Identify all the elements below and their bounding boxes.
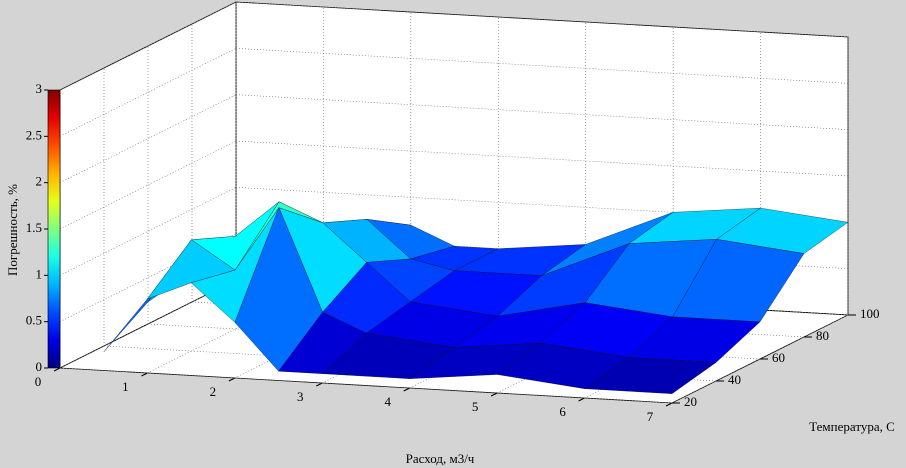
x-tick — [403, 387, 410, 392]
z-tick-label: 0.5 — [26, 313, 42, 328]
x-axis-label: Расход, м3/ч — [406, 451, 475, 466]
x-tick — [316, 382, 323, 387]
labels: Расход, м3/ч Температура, С Погрешность,… — [5, 81, 895, 466]
y-tick-label: 80 — [816, 328, 829, 343]
x-tick-label: 1 — [122, 379, 129, 394]
z-tick-label: 1.5 — [26, 220, 42, 235]
x-tick — [490, 392, 498, 397]
y-tick-label: 100 — [860, 306, 880, 321]
z-tick-label: 0 — [36, 359, 43, 374]
x-tick — [141, 372, 148, 377]
x-tick-label: 2 — [210, 384, 217, 399]
x-tick-label: 3 — [297, 389, 304, 404]
x-tick-label: 4 — [384, 394, 391, 409]
x-tick-label: 5 — [472, 399, 479, 414]
grid-line — [235, 94, 849, 130]
x-tick-label: 7 — [647, 409, 654, 424]
z-axis-label: Погрешность, % — [5, 184, 20, 276]
z-tick-label: 2 — [36, 174, 43, 189]
surface-patch — [583, 357, 717, 394]
grid-line — [235, 140, 849, 177]
x-tick — [228, 377, 236, 382]
y-axis-label: Температура, С — [809, 419, 895, 434]
grid-line — [235, 1, 849, 38]
y-tick-label: 20 — [684, 394, 697, 409]
z-tick-label: 3 — [36, 81, 43, 96]
x-tick-label: 6 — [559, 404, 566, 419]
x-tick — [665, 402, 673, 407]
z-tick-label: 2.5 — [26, 127, 42, 142]
colorbar — [47, 89, 61, 369]
y-tick-label: 40 — [728, 372, 741, 387]
surface — [103, 201, 849, 394]
y-tick-label: 60 — [772, 350, 785, 365]
grid-line — [235, 48, 849, 84]
z-tick-label: 1 — [36, 266, 43, 281]
x-tick — [578, 397, 585, 402]
x-tick — [53, 367, 61, 372]
x-tick-label: 0 — [35, 374, 42, 389]
grid-line — [59, 367, 673, 404]
